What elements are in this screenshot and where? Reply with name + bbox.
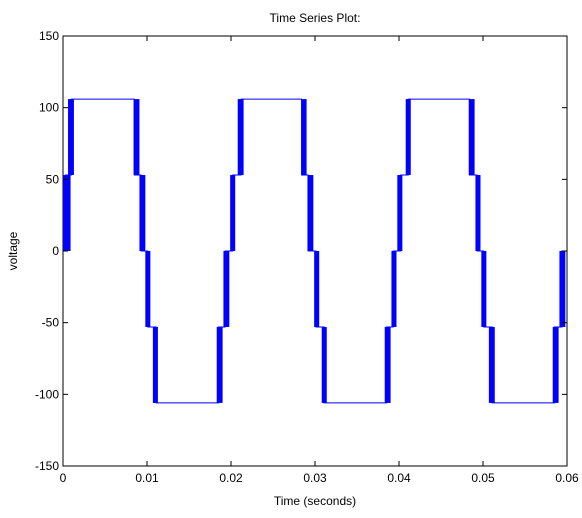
switching-band-22 [552, 326, 559, 403]
y-tick-label-3: 0 [52, 244, 59, 258]
x-axis: 0 0.01 0.02 0.03 0.04 0.05 0.06 [60, 36, 579, 485]
switching-band-10 [301, 99, 307, 176]
y-axis-label: voltage [6, 231, 20, 270]
x-tick-label-1: 0.01 [135, 471, 159, 485]
y-axis: -150 -100 -50 0 50 100 150 [35, 29, 567, 473]
switching-band-5 [152, 326, 158, 403]
switching-band-2 [133, 99, 140, 176]
x-tick-label-2: 0.02 [219, 471, 243, 485]
switching-band-3 [139, 175, 146, 251]
x-tick-label-0: 0 [60, 471, 67, 485]
y-tick-label-2: -50 [42, 316, 60, 330]
y-tick-label-1: -100 [35, 387, 59, 401]
x-tick-label-5: 0.05 [471, 471, 495, 485]
x-tick-label-6: 0.06 [555, 471, 579, 485]
x-tick-label-4: 0.04 [387, 471, 411, 485]
switching-band-16 [397, 175, 403, 251]
y-tick-label-6: 150 [39, 29, 59, 43]
y-tick-label-0: -150 [35, 459, 59, 473]
chart-title: Time Series Plot: [270, 11, 361, 25]
x-tick-label-3: 0.03 [303, 471, 327, 485]
switching-band-7 [223, 251, 230, 327]
switching-band-19 [475, 175, 481, 251]
switching-band-14 [384, 326, 391, 403]
x-axis-label: Time (seconds) [274, 494, 356, 508]
switching-band-15 [391, 251, 397, 327]
y-tick-label-4: 50 [46, 172, 60, 186]
y-tick-label-5: 100 [39, 101, 59, 115]
switching-band-18 [468, 99, 475, 176]
switching-band-12 [314, 251, 320, 327]
series-line-voltage [63, 98, 567, 404]
switching-band-11 [307, 175, 314, 251]
switching-band-6 [216, 326, 223, 403]
switching-band-0 [63, 175, 71, 251]
